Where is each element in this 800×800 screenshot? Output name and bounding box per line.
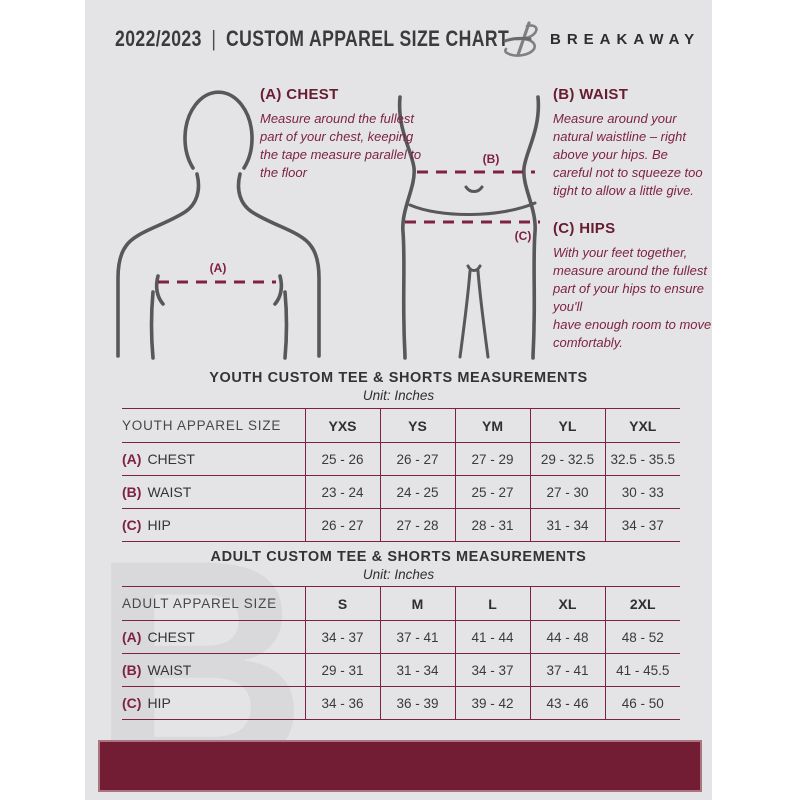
size-column-header: YL (529, 408, 605, 443)
chest-figure (113, 82, 325, 365)
size-column-header: XL (529, 586, 605, 621)
size-value-cell: 31 - 34 (379, 653, 455, 687)
size-value-cell: 25 - 27 (454, 475, 530, 509)
brand-name: BREAKAWAY (550, 30, 701, 48)
size-value-cell: 27 - 29 (454, 442, 530, 476)
size-value-cell: 44 - 48 (529, 620, 605, 654)
footer-accent-bar (98, 740, 702, 792)
size-column-header: M (379, 586, 455, 621)
size-value-cell: 34 - 36 (304, 686, 380, 720)
size-column-header: YXS (304, 408, 380, 443)
row-label: (C) HIP (122, 508, 305, 542)
size-value-cell: 31 - 34 (529, 508, 605, 542)
chest-instruction: (A) CHEST Measure around the fullest par… (260, 86, 428, 182)
hips-instruction-heading: (C) HIPS (553, 220, 616, 237)
chest-instruction-body: Measure around the fullest part of your … (260, 111, 422, 180)
youth-waist-row: (B) WAIST 23 - 24 24 - 25 25 - 27 27 - 30… (122, 475, 680, 509)
size-value-cell: 30 - 33 (604, 475, 680, 509)
size-value-cell: 34 - 37 (604, 508, 680, 542)
waist-instruction-body: Measure around your natural waistline – … (553, 111, 703, 198)
waist-hip-figure (388, 95, 550, 366)
brand-lockup: BREAKAWAY (503, 20, 700, 58)
size-value-cell: 28 - 31 (454, 508, 530, 542)
adult-size-header: ADULT APPAREL SIZE (122, 586, 305, 621)
waist-instruction-heading: (B) WAIST (553, 86, 629, 103)
size-value-cell: 37 - 41 (379, 620, 455, 654)
row-label: (A) CHEST (122, 442, 305, 476)
size-value-cell: 34 - 37 (304, 620, 380, 654)
size-value-cell: 39 - 42 (454, 686, 530, 720)
size-value-cell: 24 - 25 (379, 475, 455, 509)
youth-table-unit: Unit: Inches (362, 388, 435, 403)
hips-instruction-body: With your feet together, measure around … (553, 245, 712, 350)
row-label: (C) HIP (122, 686, 305, 720)
youth-table-title: YOUTH CUSTOM TEE & SHORTS MEASUREMENTS (209, 370, 588, 386)
row-label: (A) CHEST (122, 620, 305, 654)
youth-size-table: YOUTH APPAREL SIZE YXS YS YM YL YXL (A) C… (122, 408, 680, 542)
waist-instruction: (B) WAIST Measure around your natural wa… (553, 86, 707, 200)
size-value-cell: 43 - 46 (529, 686, 605, 720)
size-value-cell: 46 - 50 (604, 686, 680, 720)
size-value-cell: 32.5 - 35.5 (604, 442, 680, 476)
youth-chest-row: (A) CHEST 25 - 26 26 - 27 27 - 29 29 - 32… (122, 442, 680, 476)
size-value-cell: 41 - 44 (454, 620, 530, 654)
youth-size-header: YOUTH APPAREL SIZE (122, 408, 305, 443)
size-value-cell: 41 - 45.5 (604, 653, 680, 687)
title-separator: | (211, 26, 217, 51)
size-value-cell: 29 - 32.5 (529, 442, 605, 476)
breakaway-b-logo-icon (503, 21, 538, 57)
size-column-header: YXL (604, 408, 680, 443)
lower-body-outline-illustration (397, 95, 541, 360)
youth-hip-row: (C) HIP 26 - 27 27 - 28 28 - 31 31 - 34 3… (122, 508, 680, 542)
size-value-cell: 37 - 41 (529, 653, 605, 687)
adult-table-title: ADULT CUSTOM TEE & SHORTS MEASUREMENTS (210, 549, 587, 565)
season-year: 2022/2023 (115, 26, 202, 51)
size-value-cell: 27 - 30 (529, 475, 605, 509)
row-label: (B) WAIST (122, 475, 305, 509)
size-value-cell: 27 - 28 (379, 508, 455, 542)
page-title-text: CUSTOM APPAREL SIZE CHART (225, 26, 510, 51)
row-label: (B) WAIST (122, 653, 305, 687)
adult-table-unit: Unit: Inches (362, 567, 435, 582)
adult-header-row: ADULT APPAREL SIZE S M L XL 2XL (122, 586, 680, 621)
figure-label-hips: (C) (514, 229, 532, 243)
page-title: 2022/2023 | CUSTOM APPAREL SIZE CHART (115, 26, 509, 52)
size-column-header: 2XL (604, 586, 680, 621)
chest-instruction-heading: (A) CHEST (260, 86, 339, 103)
size-column-header: YM (454, 408, 530, 443)
size-chart-page: B 2022/2023 | CUSTOM APPAREL SIZE CHART BR… (85, 0, 712, 800)
adult-chest-row: (A) CHEST 34 - 37 37 - 41 41 - 44 44 - 48… (122, 620, 680, 654)
size-value-cell: 29 - 31 (304, 653, 380, 687)
adult-size-table: ADULT APPAREL SIZE S M L XL 2XL (A) CHEST… (122, 586, 680, 720)
size-column-header: S (304, 586, 380, 621)
size-value-cell: 23 - 24 (304, 475, 380, 509)
adult-hip-row: (C) HIP 34 - 36 36 - 39 39 - 42 43 - 46 4… (122, 686, 680, 720)
size-value-cell: 25 - 26 (304, 442, 380, 476)
figure-label-chest: (A) (209, 261, 227, 275)
size-value-cell: 48 - 52 (604, 620, 680, 654)
size-value-cell: 26 - 27 (304, 508, 380, 542)
size-value-cell: 26 - 27 (379, 442, 455, 476)
size-column-header: YS (379, 408, 455, 443)
adult-waist-row: (B) WAIST 29 - 31 31 - 34 34 - 37 37 - 41… (122, 653, 680, 687)
hips-instruction: (C) HIPS With your feet together, measur… (553, 220, 712, 352)
figure-label-waist: (B) (482, 152, 500, 166)
size-value-cell: 34 - 37 (454, 653, 530, 687)
size-column-header: L (454, 586, 530, 621)
youth-header-row: YOUTH APPAREL SIZE YXS YS YM YL YXL (122, 408, 680, 443)
torso-outline-illustration (116, 90, 321, 360)
size-value-cell: 36 - 39 (379, 686, 455, 720)
